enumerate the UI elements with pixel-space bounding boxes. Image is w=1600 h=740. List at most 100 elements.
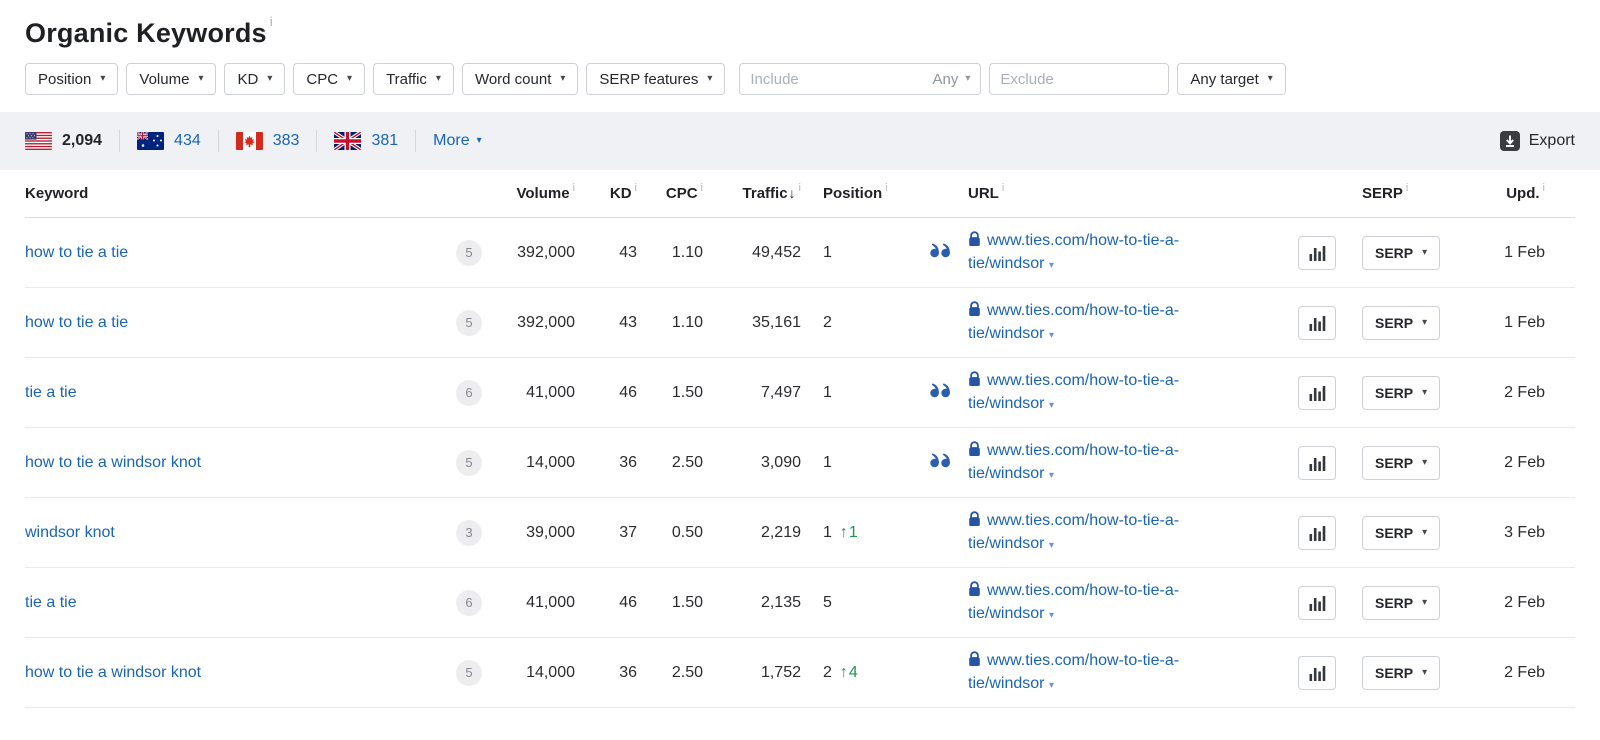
- volume-value: 392,000: [517, 313, 575, 331]
- filter-volume-button[interactable]: Volume ▾: [126, 63, 217, 95]
- position-change: ↑ 1: [839, 523, 858, 541]
- filter-cpc-button[interactable]: CPC ▾: [293, 63, 366, 95]
- lock-icon: [969, 510, 980, 526]
- kd-value: 46: [619, 383, 637, 401]
- chevron-down-icon[interactable]: ▾: [1048, 609, 1054, 621]
- countries-bar: 2,094 434 383 381: [0, 112, 1600, 170]
- word-count-badge: 6: [456, 589, 482, 616]
- url-link[interactable]: www.ties.com/how-to-tie-a-tie/windsor ▾: [968, 650, 1180, 692]
- bar-chart-icon: [1309, 385, 1325, 401]
- exclude-filter: [989, 63, 1170, 95]
- bar-chart-icon: [1309, 665, 1325, 681]
- serp-dropdown-button[interactable]: SERP ▾: [1362, 655, 1441, 690]
- bar-chart-icon: [1309, 315, 1325, 331]
- include-input[interactable]: [750, 70, 933, 88]
- col-header-serp[interactable]: SERP i: [1362, 182, 1409, 202]
- volume-value: 41,000: [526, 593, 575, 611]
- url-link[interactable]: www.ties.com/how-to-tie-a-tie/windsor ▾: [968, 440, 1180, 482]
- lock-icon: [969, 580, 980, 596]
- col-header-traffic[interactable]: Traffic↓ i: [742, 182, 801, 202]
- export-button[interactable]: Export: [1499, 131, 1575, 151]
- traffic-value: 2,219: [760, 523, 801, 541]
- serp-dropdown-button[interactable]: SERP ▾: [1362, 515, 1441, 550]
- serp-dropdown-button[interactable]: SERP ▾: [1362, 235, 1441, 270]
- chevron-down-icon[interactable]: ▾: [1048, 679, 1054, 691]
- kd-value: 46: [619, 593, 637, 611]
- chevron-down-icon[interactable]: ▾: [1048, 399, 1054, 411]
- chevron-down-icon: ▾: [1422, 246, 1428, 258]
- updated-date: 2 Feb: [1504, 593, 1545, 611]
- position-history-chart-button[interactable]: [1298, 375, 1336, 410]
- chevron-down-icon[interactable]: ▾: [1048, 259, 1054, 271]
- any-target-button[interactable]: Any target ▾: [1177, 63, 1286, 95]
- us-flag-icon: [25, 132, 52, 150]
- kd-value: 43: [619, 313, 637, 331]
- position-history-chart-button[interactable]: [1298, 305, 1336, 340]
- gb-flag-icon: [334, 132, 362, 150]
- chevron-down-icon: ▾: [1422, 596, 1428, 608]
- table-body: how to tie a tie 5 392,000 43 1.10 49,45…: [25, 218, 1575, 708]
- chevron-down-icon: ▾: [1422, 526, 1428, 538]
- filter-bar: Position ▾ Volume ▾ KD ▾ CPC ▾ Traffic ▾…: [0, 49, 1600, 95]
- word-count-badge: 5: [456, 449, 482, 476]
- traffic-value: 3,090: [760, 453, 801, 471]
- word-count-badge: 5: [456, 309, 482, 336]
- table-row: how to tie a tie 5 392,000 43 1.10 35,16…: [25, 288, 1575, 358]
- chevron-down-icon: ▾: [707, 73, 713, 84]
- chevron-down-icon: ▾: [347, 73, 353, 84]
- url-link[interactable]: www.ties.com/how-to-tie-a-tie/windsor ▾: [968, 580, 1180, 622]
- url-link[interactable]: www.ties.com/how-to-tie-a-tie/windsor ▾: [968, 230, 1180, 272]
- country-tab-au[interactable]: 434: [137, 132, 201, 150]
- keyword-link[interactable]: how to tie a windsor knot: [25, 453, 202, 471]
- url-link[interactable]: www.ties.com/how-to-tie-a-tie/windsor ▾: [968, 300, 1180, 342]
- chevron-down-icon[interactable]: ▾: [1048, 539, 1054, 551]
- position-history-chart-button[interactable]: [1298, 515, 1336, 550]
- keyword-link[interactable]: how to tie a tie: [25, 313, 129, 331]
- filter-word-count-button[interactable]: Word count ▾: [461, 63, 579, 95]
- filter-position-button[interactable]: Position ▾: [25, 63, 119, 95]
- updated-date: 1 Feb: [1504, 313, 1545, 331]
- position-history-chart-button[interactable]: [1298, 585, 1336, 620]
- country-tab-us[interactable]: 2,094: [25, 132, 102, 150]
- url-link[interactable]: www.ties.com/how-to-tie-a-tie/windsor ▾: [968, 370, 1180, 412]
- include-mode-select[interactable]: Any ▾: [932, 70, 971, 88]
- chevron-down-icon: ▾: [1267, 73, 1273, 84]
- exclude-input[interactable]: [1000, 70, 1159, 88]
- kd-value: 36: [619, 453, 637, 471]
- country-tab-gb[interactable]: 381: [334, 132, 398, 150]
- col-header-position[interactable]: Position i: [823, 182, 888, 202]
- col-header-keyword[interactable]: Keyword: [25, 185, 89, 202]
- col-header-upd[interactable]: Upd. i: [1506, 182, 1545, 202]
- country-tab-ca[interactable]: 383: [235, 132, 299, 150]
- col-header-cpc[interactable]: CPC i: [665, 182, 703, 202]
- filter-serp-features-button[interactable]: SERP features ▾: [586, 63, 726, 95]
- url-link[interactable]: www.ties.com/how-to-tie-a-tie/windsor ▾: [968, 510, 1180, 552]
- filter-traffic-button[interactable]: Traffic ▾: [373, 63, 454, 95]
- traffic-value: 2,135: [760, 593, 801, 611]
- keyword-link[interactable]: tie a tie: [25, 593, 77, 611]
- cpc-value: 2.50: [671, 663, 703, 681]
- table-row: tie a tie 6 41,000 46 1.50 2,135 5 ↑ www…: [25, 568, 1575, 638]
- position-value: 2: [823, 663, 832, 681]
- col-header-kd[interactable]: KD i: [609, 182, 637, 202]
- col-header-url[interactable]: URL i: [968, 182, 1005, 202]
- arrow-up-icon: ↑: [839, 663, 848, 681]
- serp-dropdown-button[interactable]: SERP ▾: [1362, 375, 1441, 410]
- serp-dropdown-button[interactable]: SERP ▾: [1362, 585, 1441, 620]
- keyword-link[interactable]: windsor knot: [25, 523, 115, 541]
- keyword-link[interactable]: how to tie a tie: [25, 243, 129, 261]
- filter-kd-button[interactable]: KD ▾: [224, 63, 286, 95]
- keyword-link[interactable]: tie a tie: [25, 383, 77, 401]
- position-history-chart-button[interactable]: [1298, 445, 1336, 480]
- chevron-down-icon[interactable]: ▾: [1048, 329, 1054, 341]
- chevron-down-icon: ▾: [198, 73, 204, 84]
- chevron-down-icon[interactable]: ▾: [1048, 469, 1054, 481]
- col-header-volume[interactable]: Volume i: [516, 182, 575, 202]
- position-history-chart-button[interactable]: [1298, 235, 1336, 270]
- serp-dropdown-button[interactable]: SERP ▾: [1362, 445, 1441, 480]
- position-history-chart-button[interactable]: [1298, 655, 1336, 690]
- keyword-link[interactable]: how to tie a windsor knot: [25, 663, 202, 681]
- serp-dropdown-button[interactable]: SERP ▾: [1362, 305, 1441, 340]
- more-countries-button[interactable]: More ▾: [433, 132, 482, 149]
- bar-chart-icon: [1309, 595, 1325, 611]
